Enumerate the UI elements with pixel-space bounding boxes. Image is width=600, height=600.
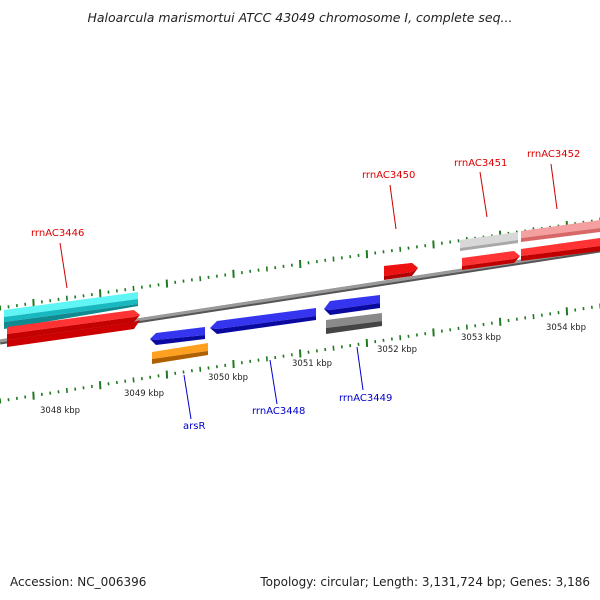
topology-text: Topology: circular; Length: 3,131,724 bp… (260, 575, 590, 589)
leader-rrnAC3451 (479, 171, 488, 218)
gene-label-rrnAC3448: rrnAC3448 (252, 406, 305, 417)
leader-rrnAC3446 (59, 242, 68, 289)
leader-rrnAC3448 (269, 359, 278, 405)
feature-blue-right-arrow[interactable] (324, 295, 380, 315)
reverse-scale-ticks (0, 303, 600, 404)
leader-arsR (183, 374, 192, 420)
feature-trna-cyan[interactable] (4, 292, 138, 329)
gene-label-arsR: arsR (183, 421, 205, 432)
axis-label-3048: 3048 kbp (40, 406, 80, 416)
axis-label-3053: 3053 kbp (461, 333, 501, 343)
leader-rrnAC3450 (389, 184, 397, 230)
axis-label-3050: 3050 kbp (208, 373, 248, 383)
map-title: Haloarcula marismortui ATCC 43049 chromo… (87, 10, 513, 25)
axis-label-3051: 3051 kbp (292, 359, 332, 369)
feature-rrnAC3449-block[interactable] (326, 313, 382, 334)
leader-rrnAC3452 (550, 163, 558, 210)
feature-rrnAC3452-arrow[interactable] (521, 238, 600, 261)
gene-label-rrnAC3450: rrnAC3450 (362, 170, 415, 181)
feature-rrnAC3451-arrow[interactable] (462, 251, 520, 270)
axis-label-3054: 3054 kbp (546, 323, 586, 333)
feature-gray-block[interactable] (460, 232, 518, 251)
gene-label-rrnAC3449: rrnAC3449 (339, 393, 392, 404)
gene-label-rrnAC3446: rrnAC3446 (31, 228, 84, 239)
feature-rrnAC3448-arrow[interactable] (210, 308, 316, 334)
feature-pink-block[interactable] (521, 220, 600, 242)
gene-label-rrnAC3451: rrnAC3451 (454, 158, 507, 169)
feature-arsR-block[interactable] (152, 343, 208, 364)
gene-label-rrnAC3452: rrnAC3452 (527, 149, 580, 160)
feature-rrnAC3446-arrow[interactable] (7, 310, 140, 347)
axis-label-3052: 3052 kbp (377, 345, 417, 355)
axis-label-3049: 3049 kbp (124, 389, 164, 399)
feature-blue-small-arrow[interactable] (150, 327, 205, 345)
leader-rrnAC3449 (356, 346, 364, 391)
feature-rrnAC3450-arrow[interactable] (384, 263, 418, 280)
accession-text: Accession: NC_006396 (10, 575, 147, 589)
